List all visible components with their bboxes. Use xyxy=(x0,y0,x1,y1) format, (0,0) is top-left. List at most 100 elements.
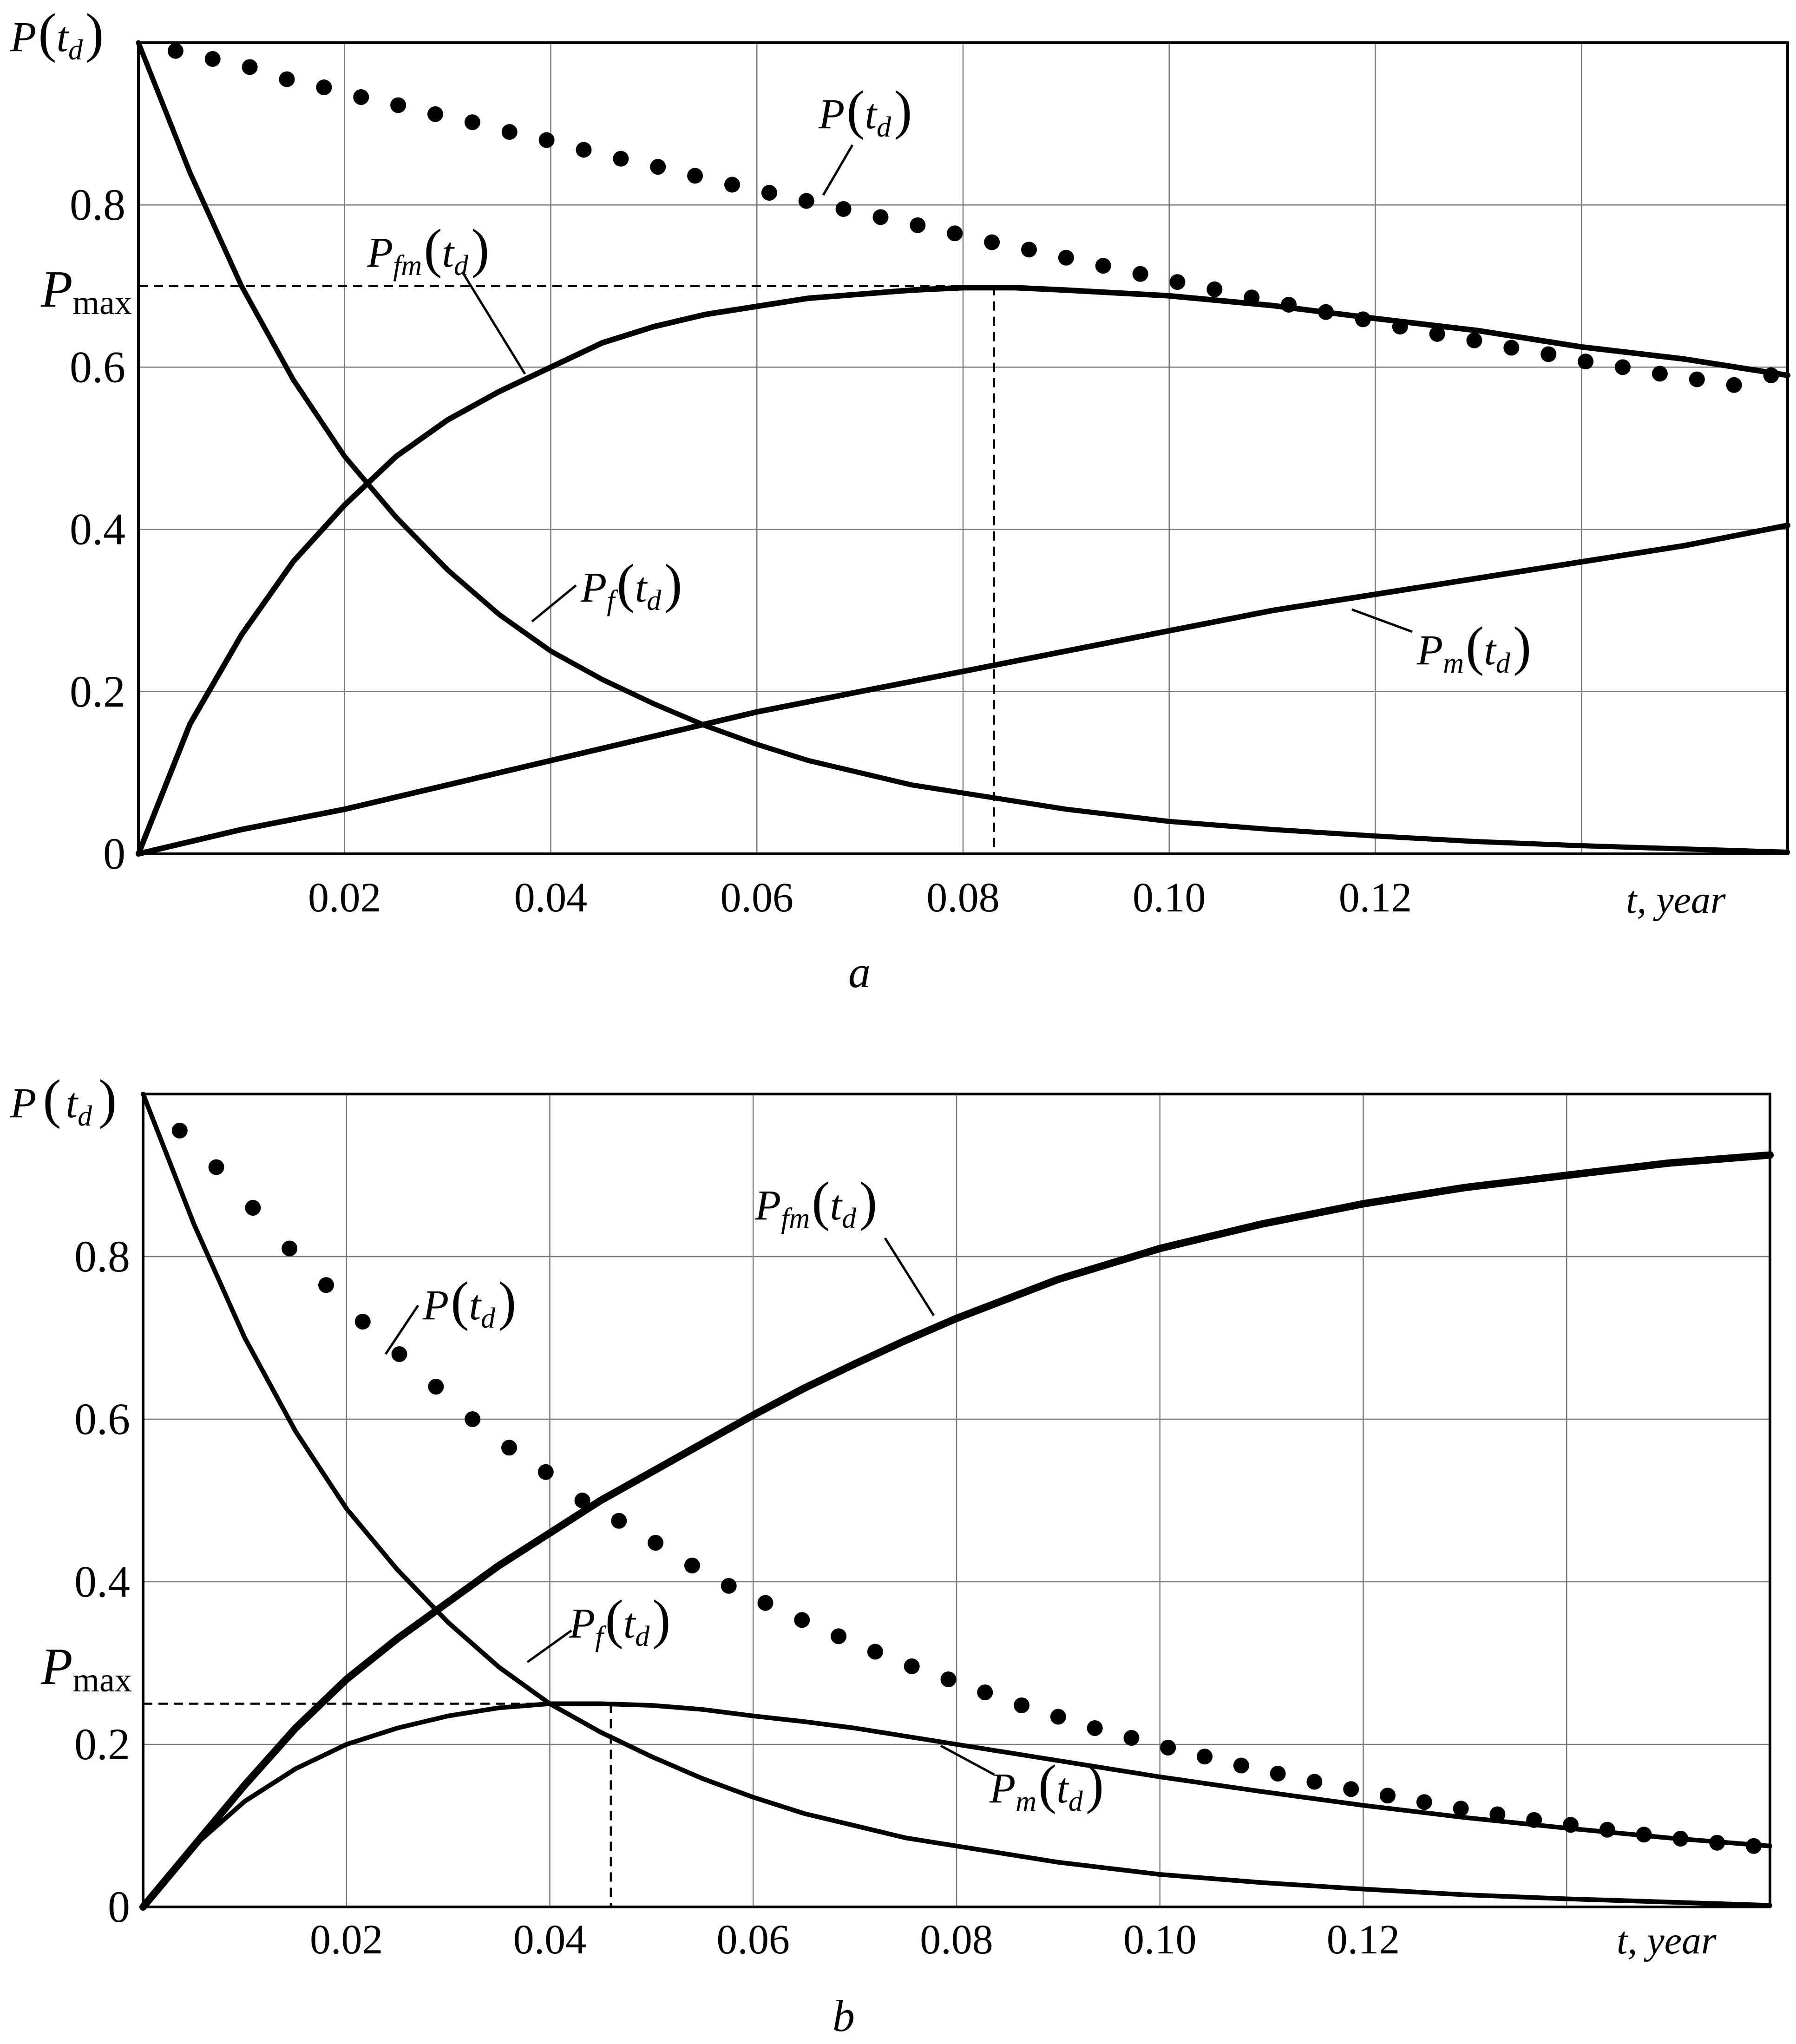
data-point xyxy=(1169,274,1186,290)
y-tick-label: 0.4 xyxy=(70,504,125,554)
y-axis-label: P(td) xyxy=(10,1068,117,1132)
x-tick-label: 0.08 xyxy=(920,1917,993,1963)
plot-frame-a xyxy=(137,41,1789,855)
series-label-pf: Pf(td) xyxy=(569,1589,671,1652)
leader-line-pfm xyxy=(884,1237,935,1317)
data-point xyxy=(427,106,443,122)
leader-line-p xyxy=(822,144,854,196)
data-point xyxy=(1615,359,1631,375)
leader-line-p xyxy=(384,1304,420,1355)
data-point xyxy=(1540,346,1557,362)
y-tick-label: 0.4 xyxy=(74,1557,130,1606)
data-point xyxy=(648,1535,664,1551)
data-point xyxy=(242,59,258,75)
series-p-dots xyxy=(171,1122,1762,1854)
data-point xyxy=(1380,1788,1396,1804)
data-point xyxy=(1343,1781,1359,1797)
data-point xyxy=(977,1684,993,1700)
data-point xyxy=(282,1240,298,1257)
leader-line-pf xyxy=(531,584,577,622)
data-point xyxy=(611,1513,627,1529)
x-tick-label: 0.10 xyxy=(1123,1917,1197,1963)
series-pfm-line xyxy=(139,1151,1774,1911)
data-point xyxy=(831,1628,847,1644)
x-tick-label: 0.04 xyxy=(513,1917,587,1963)
data-point xyxy=(1160,1740,1176,1756)
leader-line-pfm xyxy=(461,271,526,375)
pmax-guides-b xyxy=(143,1703,612,1907)
y-tick-label: 0.2 xyxy=(74,1719,130,1769)
gridlines-b xyxy=(143,1094,1770,1907)
x-tick-label: 0.08 xyxy=(926,875,1000,921)
series-label-pf: Pf(td) xyxy=(580,553,682,616)
pmax-label: Pmax xyxy=(40,261,132,322)
data-point xyxy=(390,97,406,113)
data-point xyxy=(1087,1720,1103,1736)
series-pfm-line xyxy=(136,285,1790,857)
y-tick-label: 0.8 xyxy=(70,180,125,229)
data-point xyxy=(984,234,1000,250)
series-label-p: P(td) xyxy=(422,1271,516,1334)
x-tick-label: 0.06 xyxy=(721,875,794,921)
data-point xyxy=(1132,266,1148,282)
data-point xyxy=(279,71,295,87)
series-label-pm: Pm(td) xyxy=(989,1754,1104,1817)
data-point xyxy=(537,1464,554,1480)
data-point xyxy=(687,168,703,184)
data-point xyxy=(208,1159,224,1175)
series-label-p: P(td) xyxy=(818,79,912,143)
data-point xyxy=(464,114,480,131)
plot-frame-b xyxy=(142,1093,1771,1908)
chart-panel-b: 0 0.2 0.4 0.6 0.8 0.02 0.04 0.06 0.08 0.… xyxy=(10,1068,1774,2041)
data-point xyxy=(1197,1749,1213,1765)
y-tick-labels-b: 0 0.2 0.4 0.6 0.8 xyxy=(74,1232,130,1932)
data-point xyxy=(1503,340,1520,356)
x-axis-label: t, year xyxy=(1617,1919,1717,1962)
y-tick-labels-a: 0 0.2 0.4 0.6 0.8 xyxy=(70,180,125,878)
data-point xyxy=(1021,242,1037,258)
data-point xyxy=(1050,1709,1066,1725)
data-point xyxy=(724,177,740,193)
data-point xyxy=(1652,366,1668,382)
data-point xyxy=(1306,1774,1323,1790)
x-tick-label: 0.04 xyxy=(514,875,588,921)
x-tick-label: 0.12 xyxy=(1339,875,1412,921)
data-point xyxy=(1689,371,1705,387)
data-point xyxy=(354,1314,371,1330)
y-tick-label: 0.6 xyxy=(70,342,125,392)
data-point xyxy=(576,142,592,158)
data-point xyxy=(1453,1801,1469,1817)
data-point xyxy=(867,1644,883,1660)
y-tick-label: 0 xyxy=(108,1882,130,1932)
data-point xyxy=(721,1578,737,1594)
leader-line-pm xyxy=(1351,608,1413,633)
series-label-pm: Pm(td) xyxy=(1416,616,1531,679)
data-point xyxy=(1416,1794,1432,1810)
panel-label-a: a xyxy=(848,947,871,997)
data-point xyxy=(798,193,814,209)
series-label-pfm: Pfm(td) xyxy=(754,1171,877,1234)
data-point xyxy=(1578,354,1594,370)
series-layer-a xyxy=(136,40,1790,857)
leader-line-pm xyxy=(940,1744,995,1776)
data-point xyxy=(910,217,926,233)
data-point xyxy=(1429,326,1445,342)
data-point xyxy=(1206,281,1223,297)
panel-label-b: b xyxy=(832,1991,855,2041)
data-point xyxy=(1123,1730,1140,1746)
data-point xyxy=(171,1122,188,1139)
data-point xyxy=(501,1440,517,1456)
data-point xyxy=(684,1558,700,1573)
y-tick-label: 0.2 xyxy=(70,667,125,716)
data-point xyxy=(428,1379,444,1395)
x-tick-label: 0.10 xyxy=(1133,875,1206,921)
data-point xyxy=(204,51,221,67)
data-point xyxy=(761,185,777,201)
data-point xyxy=(391,1346,407,1362)
data-point xyxy=(574,1493,590,1508)
data-point xyxy=(940,1671,957,1687)
data-point xyxy=(1270,1766,1286,1782)
data-point xyxy=(650,159,666,175)
pmax-label: Pmax xyxy=(40,1638,132,1699)
